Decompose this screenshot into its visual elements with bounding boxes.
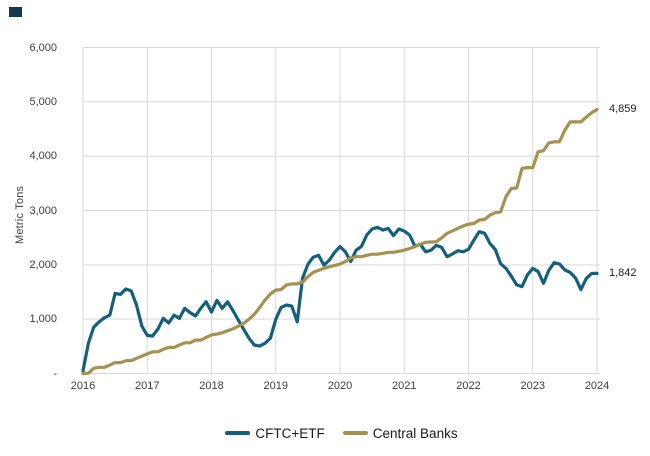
y-tick-label: 2,000 (29, 258, 57, 271)
y-tick-label: 5,000 (29, 95, 57, 108)
x-tick-label: 2023 (520, 380, 545, 392)
corner-artifact (9, 7, 22, 17)
cftc-etf-line-swatch (225, 431, 251, 435)
series-line-cftc-etf (81, 225, 599, 373)
x-tick-label: 2021 (392, 380, 417, 392)
x-tick-label: 2017 (135, 380, 160, 392)
y-tick-label: 3,000 (29, 204, 57, 217)
y-tick-label: 4,000 (29, 150, 57, 163)
y-tick-label: 6,000 (29, 41, 57, 54)
legend-label-cftc-etf: CFTC+ETF (255, 425, 325, 441)
x-tick-label: 2019 (263, 380, 288, 392)
x-tick-label: 2018 (199, 380, 224, 392)
legend: CFTC+ETF Central Banks (83, 424, 600, 442)
legend-item-central-banks: Central Banks (342, 425, 458, 441)
y-tick-label: 1,000 (29, 313, 57, 326)
x-tick-label: 2020 (327, 380, 353, 392)
central-banks-end-value-label: 4,859 (609, 103, 637, 115)
legend-label-central-banks: Central Banks (372, 425, 458, 441)
cftc-etf-end-value-label: 1,842 (609, 267, 637, 279)
legend-item-cftc-etf: CFTC+ETF (225, 425, 325, 441)
series-line-central-banks (81, 107, 599, 376)
central-banks-line-swatch (342, 431, 368, 435)
x-tick-label: 2022 (456, 380, 481, 392)
x-tick-label: 2016 (70, 380, 96, 392)
y-tick-label: - (53, 367, 57, 380)
x-tick-label: 2024 (584, 380, 610, 392)
